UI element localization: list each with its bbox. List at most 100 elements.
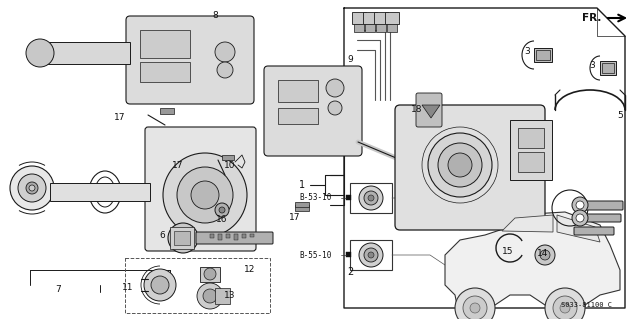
Text: 1: 1	[299, 180, 305, 190]
Text: 3: 3	[589, 61, 595, 70]
Bar	[518, 152, 544, 172]
Circle shape	[217, 62, 233, 78]
Polygon shape	[445, 212, 620, 308]
Text: 18: 18	[412, 106, 423, 115]
Bar	[125, 258, 270, 313]
Circle shape	[463, 296, 487, 319]
Bar	[374, 12, 388, 24]
Bar	[160, 108, 174, 114]
Bar	[365, 24, 375, 32]
Circle shape	[29, 185, 35, 191]
Bar	[363, 12, 377, 24]
Circle shape	[359, 243, 383, 267]
Circle shape	[18, 174, 46, 202]
Circle shape	[326, 79, 344, 97]
Bar	[387, 24, 397, 32]
FancyBboxPatch shape	[196, 232, 273, 244]
Bar	[350, 240, 392, 270]
Bar	[602, 63, 614, 73]
Circle shape	[177, 167, 233, 223]
Circle shape	[560, 303, 570, 313]
Circle shape	[175, 230, 191, 246]
Bar	[352, 12, 366, 24]
Circle shape	[26, 39, 54, 67]
Circle shape	[364, 191, 378, 205]
Text: 3: 3	[524, 48, 530, 56]
FancyBboxPatch shape	[574, 227, 614, 235]
Bar	[234, 234, 238, 240]
Polygon shape	[502, 215, 553, 232]
FancyBboxPatch shape	[581, 201, 623, 210]
Circle shape	[448, 153, 472, 177]
Text: 15: 15	[502, 248, 514, 256]
Text: 7: 7	[55, 286, 61, 294]
Bar	[536, 50, 550, 60]
Circle shape	[204, 268, 216, 280]
Polygon shape	[422, 105, 440, 118]
Bar	[40, 42, 130, 64]
FancyBboxPatch shape	[395, 105, 545, 230]
Circle shape	[368, 252, 374, 258]
Bar	[385, 12, 399, 24]
Text: 8: 8	[212, 11, 218, 19]
Bar	[278, 108, 318, 124]
Bar	[174, 231, 190, 245]
Circle shape	[470, 303, 480, 313]
Circle shape	[203, 289, 217, 303]
Bar	[510, 120, 552, 180]
Circle shape	[428, 133, 492, 197]
Text: 13: 13	[224, 291, 236, 300]
Circle shape	[553, 296, 577, 319]
Bar	[215, 288, 230, 304]
Circle shape	[10, 166, 54, 210]
Circle shape	[215, 203, 229, 217]
Circle shape	[576, 201, 584, 209]
Bar	[534, 48, 552, 62]
Bar	[218, 234, 222, 240]
Text: FR.: FR.	[582, 13, 601, 23]
Circle shape	[215, 42, 235, 62]
Text: 14: 14	[538, 249, 548, 257]
Text: 11: 11	[122, 284, 134, 293]
Text: 12: 12	[244, 265, 256, 275]
Text: 9: 9	[347, 56, 353, 64]
Circle shape	[540, 250, 550, 260]
Text: 6: 6	[159, 231, 165, 240]
Circle shape	[151, 276, 169, 294]
Circle shape	[219, 207, 225, 213]
FancyBboxPatch shape	[264, 66, 362, 156]
Bar	[226, 234, 230, 238]
Circle shape	[572, 210, 588, 226]
Text: B-53-10: B-53-10	[299, 194, 332, 203]
Circle shape	[535, 245, 555, 265]
Bar	[600, 61, 616, 75]
Text: 17: 17	[115, 114, 125, 122]
Text: 10: 10	[224, 160, 236, 169]
Circle shape	[328, 101, 342, 115]
Bar	[242, 234, 246, 238]
Bar	[350, 183, 392, 213]
Bar	[200, 267, 220, 282]
Bar	[354, 24, 364, 32]
Circle shape	[438, 143, 482, 187]
Bar	[346, 252, 351, 257]
Circle shape	[191, 181, 219, 209]
Bar	[250, 234, 254, 237]
Bar	[50, 183, 150, 201]
Circle shape	[455, 288, 495, 319]
Bar	[170, 227, 194, 249]
Bar	[295, 202, 309, 207]
Bar	[210, 234, 214, 238]
Bar	[518, 128, 544, 148]
Circle shape	[26, 182, 38, 194]
Circle shape	[359, 186, 383, 210]
Bar	[278, 80, 318, 102]
Text: 5: 5	[617, 110, 623, 120]
Text: S033-81100 C: S033-81100 C	[561, 302, 612, 308]
FancyBboxPatch shape	[416, 93, 442, 127]
Circle shape	[144, 269, 176, 301]
Text: 2: 2	[347, 267, 353, 277]
Text: 16: 16	[216, 216, 228, 225]
Bar	[140, 30, 190, 58]
Circle shape	[364, 248, 378, 262]
